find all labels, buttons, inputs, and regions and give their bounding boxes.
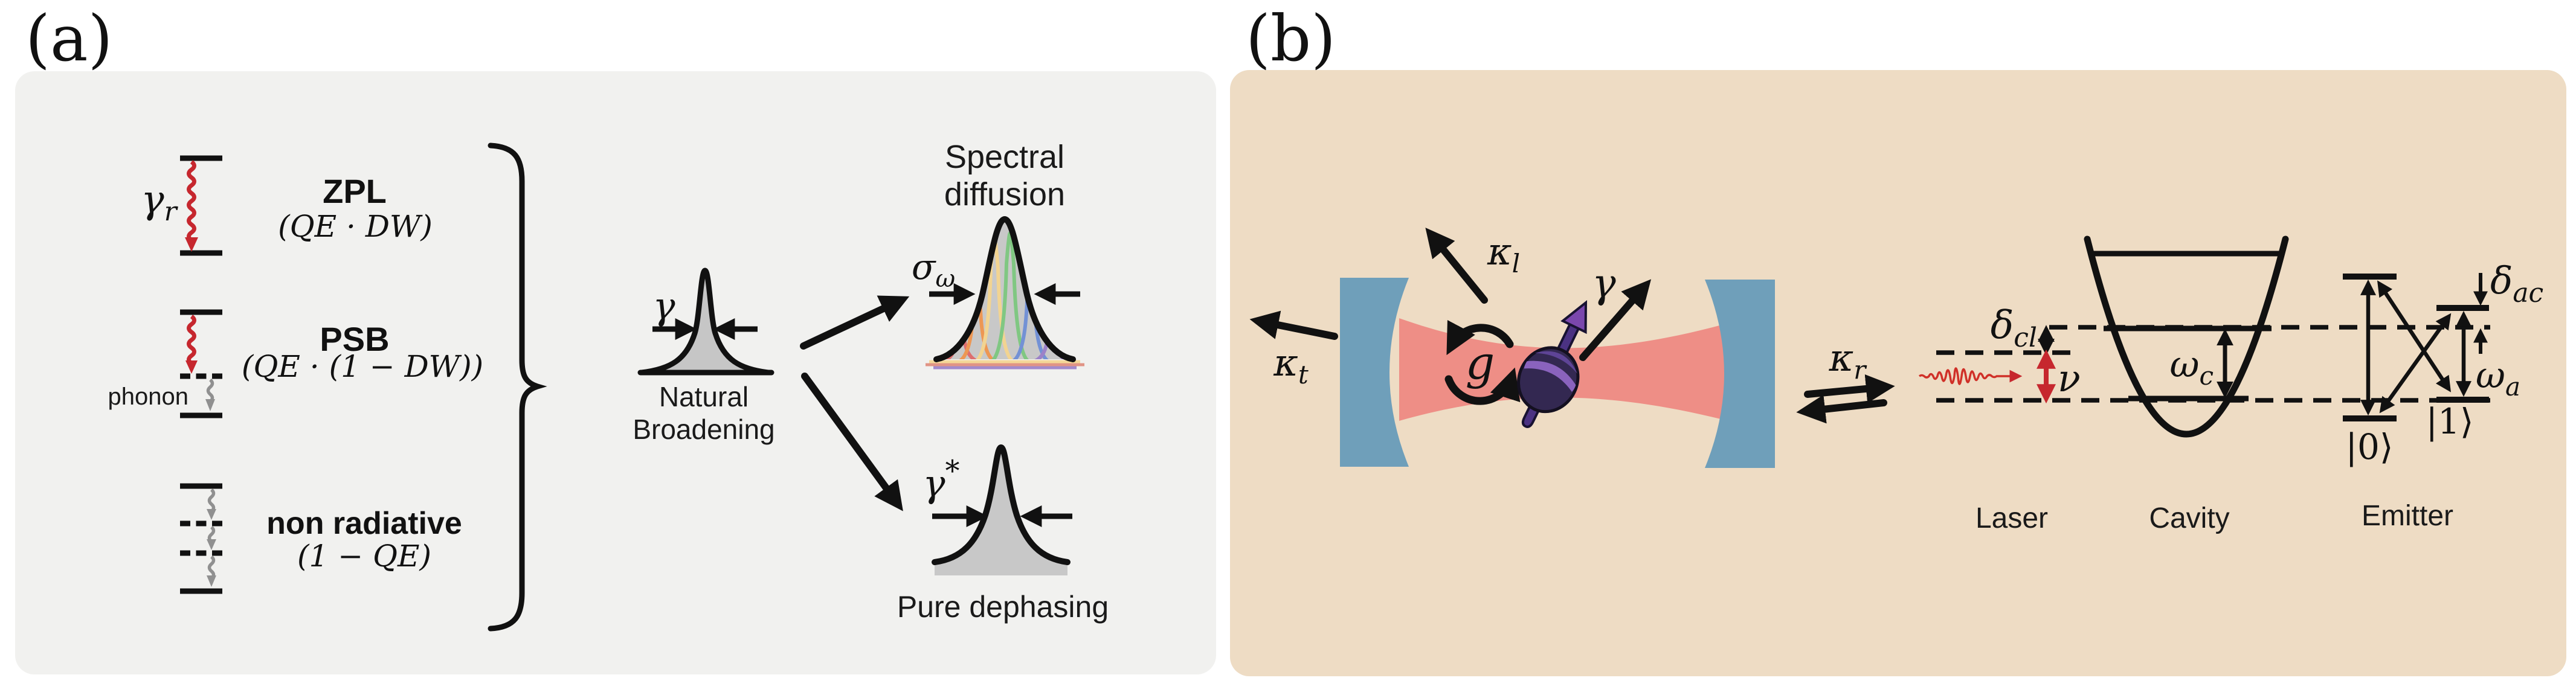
natural-gamma-label: γ — [652, 284, 675, 328]
nonradiative-label: non radiative — [266, 506, 462, 541]
spectral-gaussian-outline — [933, 216, 1076, 362]
nonradiative-wavy-arrow-icon-3 — [207, 555, 216, 587]
fork-arrow-to-pure-dephasing — [801, 373, 903, 511]
omega-c-label: ωc — [2170, 344, 2214, 391]
psb-level-group: phonon PSB (QE · (1 − DW)) — [108, 309, 483, 418]
curly-brace-icon — [488, 142, 547, 632]
laser-group: δcl ν — [1918, 303, 2081, 404]
natural-broadening-group: γ Natural Broadening — [633, 267, 775, 445]
zpl-label: ZPL — [323, 172, 387, 210]
zpl-level-group: γr ZPL (QE · DW) — [141, 155, 433, 256]
kappa-t-arrow — [1249, 310, 1338, 340]
psb-label: PSB — [320, 320, 389, 358]
sigma-omega-label: σω — [912, 246, 955, 293]
gamma-star-label: γ* — [923, 454, 959, 505]
delta-cl-label: δcl — [1991, 303, 2037, 353]
cavity-mirror-left — [1340, 278, 1409, 467]
nonradiative-wavy-arrow-icon-1 — [207, 488, 216, 520]
gamma-emission-label: γ — [1592, 260, 1616, 307]
nu-label: ν — [2058, 356, 2081, 400]
pure-dephasing-label: Pure dephasing — [897, 590, 1109, 624]
radiative-decay-wavy-arrow-icon — [185, 160, 198, 252]
kappa-l-label: κl — [1487, 229, 1520, 278]
cavity-level-group: ωc — [2084, 235, 2289, 438]
emitter-caption: Emitter — [2362, 500, 2453, 532]
omega-a-label: ωa — [2476, 354, 2520, 402]
cavity-parabola — [2084, 235, 2289, 438]
g-label: g — [1466, 336, 1495, 389]
gamma-emission-arrow — [1579, 279, 1652, 361]
cavity-mirror-right — [1705, 280, 1775, 468]
ket0-label: |0⟩ — [2345, 426, 2393, 467]
spectral-title-line1: Spectral — [945, 139, 1064, 175]
nonradiative-level-group: non radiative (1 − QE) — [180, 483, 462, 594]
phonon-relaxation-wavy-arrow-icon — [205, 378, 215, 411]
kappa-l-arrow — [1425, 227, 1488, 304]
panel-b-card — [1230, 70, 2566, 676]
panel-a-tag: (a) — [25, 2, 113, 75]
fork-arrow-to-spectral-diffusion — [800, 295, 910, 350]
gamma-r-label: γr — [141, 178, 178, 227]
emitter-cross-transition-arrow-2 — [2379, 313, 2452, 414]
phonon-label: phonon — [108, 383, 188, 410]
natural-label-line2: Broadening — [633, 414, 774, 445]
spin-qubit-icon — [1517, 299, 1588, 428]
nonradiative-wavy-arrow-icon-2 — [207, 525, 216, 550]
zpl-formula: (QE · DW) — [278, 209, 433, 244]
spectral-title-line2: diffusion — [944, 176, 1065, 213]
dephasing-lorentzian-fill — [935, 447, 1067, 575]
kappa-r-exchange-arrows — [1796, 374, 1895, 424]
delta-ac-label: δac — [2490, 258, 2543, 309]
ket1-label: |1⟩ — [2426, 401, 2473, 442]
nonradiative-formula: (1 − QE) — [297, 539, 431, 574]
kappa-r-label: κr — [1829, 336, 1868, 385]
psb-radiative-wavy-arrow-icon — [185, 315, 198, 374]
natural-lorentzian-curve — [641, 267, 769, 376]
pure-dephasing-group: γ* Pure dephasing — [897, 444, 1109, 624]
psb-formula: (QE · (1 − DW)) — [242, 349, 483, 384]
laser-pulse-icon — [1918, 367, 2023, 385]
cavity-caption: Cavity — [2149, 502, 2229, 534]
coupling-loop-icon — [1444, 319, 1521, 405]
dephasing-lorentzian-curve — [932, 444, 1071, 565]
laser-caption: Laser — [1975, 502, 2048, 534]
natural-lorentzian-fill — [642, 271, 768, 373]
emitter-level-group: δac ωa |0⟩ |1⟩ — [2343, 258, 2543, 467]
kappa-t-label: κt — [1273, 341, 1309, 389]
panel-a-card — [15, 71, 1216, 674]
natural-label-line1: Natural — [659, 381, 749, 412]
panel-b-tag: (b) — [1246, 2, 1336, 75]
